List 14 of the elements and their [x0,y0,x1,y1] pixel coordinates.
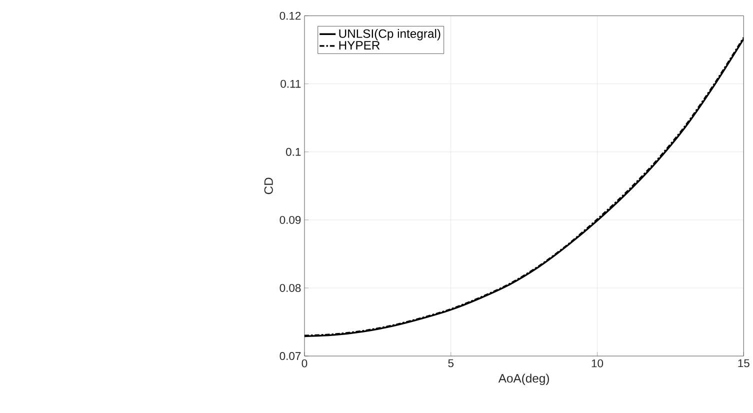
x-tick-label: 0 [302,359,308,368]
y-tick-label: 0.12 [280,12,301,20]
y-tick-label: 0.09 [280,216,301,224]
y-tick-label: 0.1 [286,148,301,156]
x-tick-label: 5 [448,359,454,368]
y-axis-title: CD [264,178,273,194]
x-tick-label: 15 [738,359,750,368]
x-axis-title: AoA(deg) [498,374,549,385]
y-tick-label: 0.11 [280,80,301,88]
legend-label: HYPER [339,40,380,50]
legend-label: UNLSI(Cp integral) [339,28,440,40]
y-tick-label: 0.08 [280,284,301,292]
x-tick-label: 10 [592,359,604,368]
y-tick-label: 0.07 [280,352,301,360]
